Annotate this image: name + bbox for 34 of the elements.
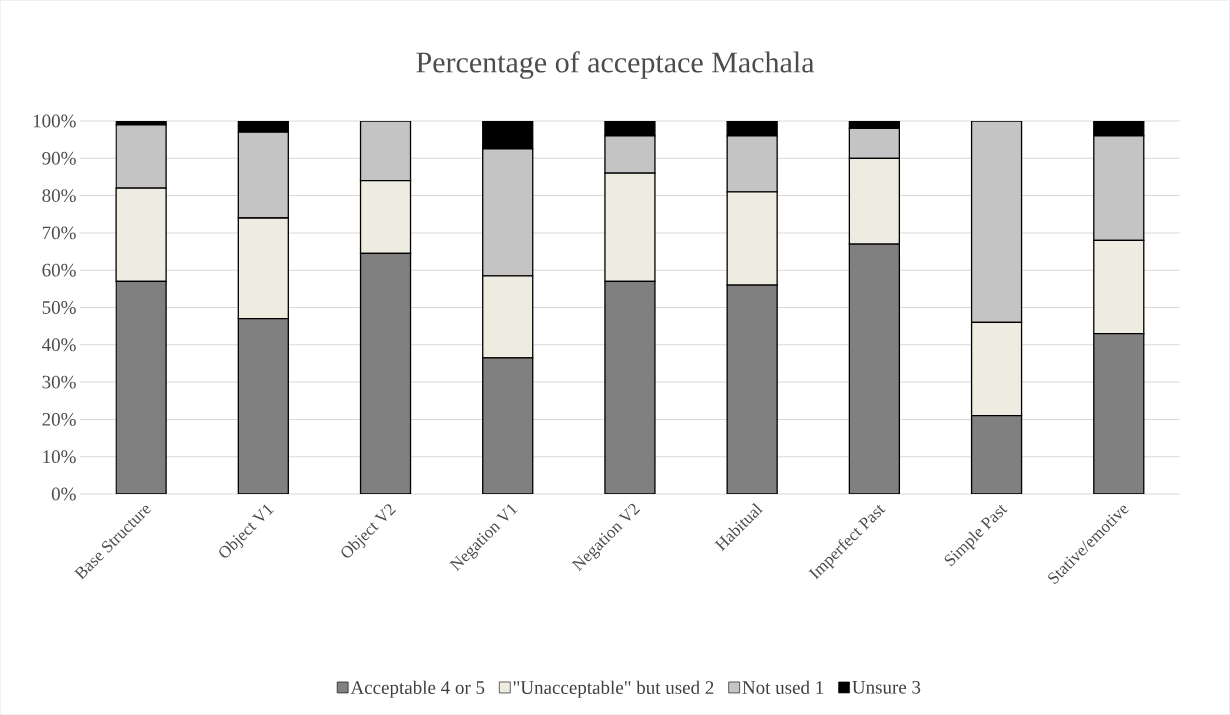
y-tick-label: 80% xyxy=(42,189,76,203)
y-tick-label: 10% xyxy=(43,450,76,464)
y-tick-label: 0% xyxy=(51,487,76,501)
y-tick-label: 30% xyxy=(42,375,76,389)
bar xyxy=(237,318,289,494)
bar xyxy=(848,243,901,494)
bar xyxy=(237,131,289,219)
y-tick-label: 60% xyxy=(42,263,76,277)
y-tick-label: 50% xyxy=(42,301,76,314)
bar xyxy=(604,280,656,494)
bar xyxy=(359,120,412,182)
legend-label: Not used 1 xyxy=(742,680,824,694)
bar xyxy=(970,120,1023,324)
bar xyxy=(970,415,1023,494)
legend-label: "Unacceptable" but used 2 xyxy=(513,680,714,698)
chart-title: Percentage of acceptace Machala xyxy=(416,51,815,79)
bar xyxy=(604,135,656,174)
legend-label: Acceptable 4 or 5 xyxy=(350,680,485,698)
bar xyxy=(1093,135,1145,242)
bar xyxy=(726,135,778,193)
bar xyxy=(482,357,534,494)
y-tick-label: 70% xyxy=(42,226,76,240)
bar xyxy=(482,148,534,277)
bar xyxy=(1093,332,1145,494)
y-tick-label: 40% xyxy=(42,338,76,352)
y-tick-label: 100% xyxy=(33,114,76,128)
bar xyxy=(726,284,778,494)
legend-label: Unsure 3 xyxy=(852,680,921,694)
bar xyxy=(359,252,412,494)
y-tick-label: 90% xyxy=(42,151,76,165)
bar xyxy=(115,124,167,189)
bar xyxy=(115,280,167,494)
y-tick-label: 20% xyxy=(42,412,76,426)
bar xyxy=(848,127,901,159)
